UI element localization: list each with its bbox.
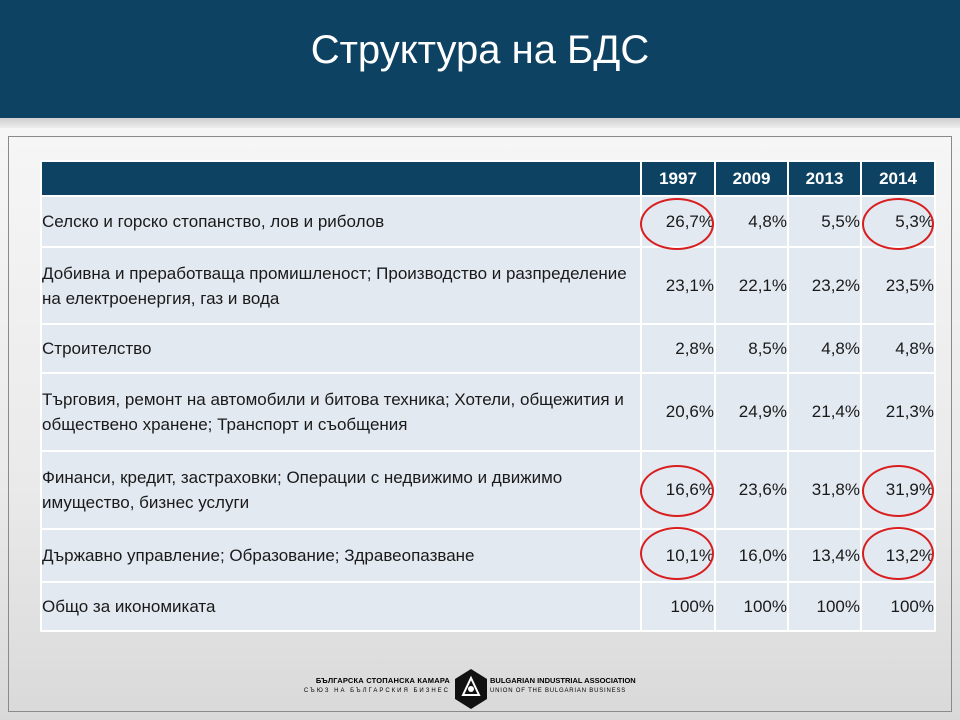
value-cell: 20,6% — [640, 372, 716, 452]
logo-bg-name: БЪЛГАРСКА СТОПАНСКА КАМАРА — [315, 676, 450, 685]
row-label: Строителство — [40, 323, 642, 374]
value-cell: 4,8% — [860, 323, 936, 374]
value-cell: 8,5% — [714, 323, 789, 374]
association-logo: БЪЛГАРСКА СТОПАНСКА КАМАРА СЪЮЗ НА БЪЛГА… — [300, 668, 660, 714]
value-cell: 13,2% — [860, 528, 936, 583]
value-cell: 4,8% — [714, 195, 789, 248]
table-header-row: 1997 2009 2013 2014 — [40, 160, 936, 197]
table-row: Общо за икономиката 100% 100% 100% 100% — [40, 581, 936, 632]
header-cell-empty — [40, 160, 642, 197]
table-row: Строителство 2,8% 8,5% 4,8% 4,8% — [40, 323, 936, 374]
value-cell: 10,1% — [640, 528, 716, 583]
header-divider — [0, 118, 960, 128]
value-cell: 2,8% — [640, 323, 716, 374]
title-bar: Структура на БДС — [0, 0, 960, 118]
value-cell: 26,7% — [640, 195, 716, 248]
logo-text-bg: БЪЛГАРСКА СТОПАНСКА КАМАРА СЪЮЗ НА БЪЛГА… — [300, 676, 450, 694]
value-cell: 24,9% — [714, 372, 789, 452]
value-cell: 13,4% — [787, 528, 862, 583]
header-cell-1997: 1997 — [640, 160, 716, 197]
value-cell: 100% — [860, 581, 936, 632]
value-cell: 100% — [640, 581, 716, 632]
table-row: Финанси, кредит, застраховки; Операции с… — [40, 450, 936, 530]
row-label: Селско и горско стопанство, лов и риболо… — [40, 195, 642, 248]
slide-frame — [8, 136, 952, 712]
row-label: Добивна и преработваща промишленост; Про… — [40, 246, 642, 325]
table-row: Държавно управление; Образование; Здраве… — [40, 528, 936, 583]
logo-en-subtitle: UNION OF THE BULGARIAN BUSINESS — [490, 688, 627, 694]
logo-en-name: BULGARIAN INDUSTRIAL ASSOCIATION — [490, 676, 636, 685]
header-cell-2013: 2013 — [787, 160, 862, 197]
structure-table: 1997 2009 2013 2014 Селско и горско стоп… — [40, 160, 936, 632]
value-cell: 31,8% — [787, 450, 862, 530]
table-row: Селско и горско стопанство, лов и риболо… — [40, 195, 936, 248]
value-cell: 21,4% — [787, 372, 862, 452]
header-cell-2014: 2014 — [860, 160, 936, 197]
value-cell: 5,5% — [787, 195, 862, 248]
value-cell: 4,8% — [787, 323, 862, 374]
header-cell-2009: 2009 — [714, 160, 789, 197]
value-cell: 21,3% — [860, 372, 936, 452]
value-cell: 23,1% — [640, 246, 716, 325]
row-label: Търговия, ремонт на автомобили и битова … — [40, 372, 642, 452]
slide-title: Структура на БДС — [310, 28, 650, 72]
value-cell: 23,5% — [860, 246, 936, 325]
value-cell: 16,6% — [640, 450, 716, 530]
logo-bg-subtitle: СЪЮЗ НА БЪЛГАРСКИЯ БИЗНЕС — [303, 688, 450, 694]
table-row: Търговия, ремонт на автомобили и битова … — [40, 372, 936, 452]
value-cell: 22,1% — [714, 246, 789, 325]
row-label: Общо за икономиката — [40, 581, 642, 632]
value-cell: 100% — [714, 581, 789, 632]
value-cell: 23,2% — [787, 246, 862, 325]
row-label: Държавно управление; Образование; Здраве… — [40, 528, 642, 583]
table-row: Добивна и преработваща промишленост; Про… — [40, 246, 936, 325]
value-cell: 23,6% — [714, 450, 789, 530]
logo-text-en: BULGARIAN INDUSTRIAL ASSOCIATION UNION O… — [490, 676, 660, 694]
value-cell: 31,9% — [860, 450, 936, 530]
value-cell: 100% — [787, 581, 862, 632]
row-label: Финанси, кредит, застраховки; Операции с… — [40, 450, 642, 530]
logo-emblem-icon — [455, 669, 487, 709]
value-cell: 5,3% — [860, 195, 936, 248]
value-cell: 16,0% — [714, 528, 789, 583]
